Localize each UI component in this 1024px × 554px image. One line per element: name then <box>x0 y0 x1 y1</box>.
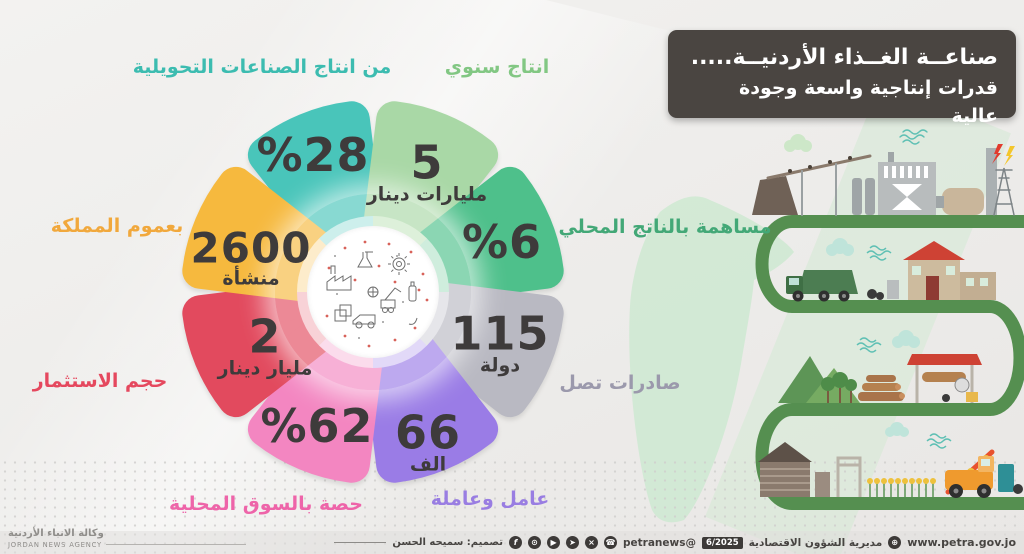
farm-scene <box>758 422 1023 498</box>
conveyor-belt <box>766 154 872 216</box>
truck-icon <box>786 270 858 302</box>
container <box>998 464 1014 492</box>
issue-badge: 6/2025 <box>701 536 743 549</box>
label-establishments: بعموم المملكة <box>50 215 184 237</box>
title-line2: قدرات إنتاجية واسعة وجودة عالية <box>739 76 998 128</box>
footer-divider-line <box>334 542 387 543</box>
map-shape <box>629 196 794 523</box>
gear-doodle <box>392 257 406 271</box>
industry-road-illustration <box>752 129 1024 510</box>
value-investment: 2 مليار دينار <box>217 309 313 380</box>
label-investment: حجم الاستثمار <box>32 370 168 392</box>
instagram-icon: ⊙ <box>528 536 542 549</box>
value-establishments: 2600 منشأة <box>190 223 312 290</box>
cloud-icon <box>885 422 909 437</box>
industry-doodles <box>325 240 429 348</box>
cloud-icon <box>826 238 854 256</box>
flask-doodle <box>357 251 373 268</box>
value-workers: 66 الف <box>394 405 462 476</box>
cloud-icon <box>892 330 920 348</box>
trash-bag <box>867 289 877 299</box>
social-handle: @petranews <box>623 536 696 549</box>
agency-name-ar: وكالة الانباء الأردنية <box>8 528 104 540</box>
label-gdp: مساهمة بالناتج المحلي <box>558 216 772 238</box>
department-name: مديرية الشؤون الاقتصادية <box>748 536 883 549</box>
x-icon: × <box>585 536 599 549</box>
website-url: www.petra.gov.jo <box>907 536 1016 549</box>
silo <box>865 178 875 215</box>
agency-line <box>106 544 247 546</box>
design-credit: تصميم: سميحه الحسن <box>392 537 504 548</box>
hook-doodle <box>408 317 418 325</box>
agency-watermark: وكالة الانباء الأردنية JORDAN NEWS AGENC… <box>8 528 247 549</box>
tank-pipe <box>936 196 944 208</box>
trash-bin <box>887 280 899 299</box>
value-annual-production: 5 مليارات دينار <box>366 135 488 206</box>
value-exports: 115 دولة <box>450 306 550 377</box>
crane-doodle <box>380 287 402 309</box>
label-manufacturing: من انتاج الصناعات التحويلية <box>132 56 392 78</box>
label-market-share: حصة بالسوق المحلية <box>169 493 363 515</box>
whatsapp-icon: ☎ <box>604 536 618 549</box>
gray-dots <box>334 255 404 339</box>
waves-icon <box>899 129 928 145</box>
value-manufacturing: %28 <box>256 128 370 182</box>
label-annual-production: انتاج سنوي <box>444 56 550 78</box>
log-pile <box>858 375 905 401</box>
truck-doodle <box>352 314 376 325</box>
smokestack <box>986 148 997 215</box>
trees <box>821 372 857 403</box>
barn-icon <box>758 442 830 497</box>
sunflower-row <box>867 478 936 497</box>
factory-building <box>878 152 936 215</box>
jordan-map-silhouette <box>629 196 794 523</box>
lumber-scene <box>778 330 982 403</box>
storage-tank <box>942 188 984 215</box>
footer-row: www.petra.gov.jo ⊕ مديرية الشؤون الاقتصا… <box>334 534 1016 551</box>
harvester-icon <box>945 449 995 498</box>
waves-icon <box>856 337 882 353</box>
waves-icon <box>866 245 892 261</box>
gate-structure <box>836 456 862 497</box>
title-line1: صناعــة الغــذاء الأردنيــة..... <box>690 45 998 70</box>
sack <box>1013 484 1023 494</box>
silo <box>852 178 862 215</box>
winding-road <box>755 215 1024 510</box>
waves-icon <box>926 433 952 449</box>
truck-house-scene <box>786 238 996 302</box>
cloud-icon <box>784 134 812 152</box>
house-icon <box>903 241 996 300</box>
power-tower-icon <box>993 167 1015 216</box>
title-banner: صناعــة الغــذاء الأردنيــة..... قدرات إ… <box>668 30 1016 127</box>
sawmill-shelter <box>907 354 982 403</box>
value-gdp: %6 <box>461 215 543 269</box>
ore-mound <box>752 176 798 215</box>
factory-doodle <box>326 275 352 291</box>
telegram-icon: ➤ <box>566 536 580 549</box>
center-doodle-circle <box>307 226 439 358</box>
agency-name-en: JORDAN NEWS AGENCY <box>8 541 247 549</box>
globe-icon: ⊕ <box>888 536 902 549</box>
label-workers: عامل وعاملة <box>430 488 550 510</box>
lightning-bolt-yellow <box>1004 146 1015 166</box>
value-market-share: %62 <box>260 399 374 453</box>
lightning-bolt-red <box>992 144 1003 164</box>
youtube-icon: ▶ <box>547 536 561 549</box>
facebook-icon: f <box>509 536 523 549</box>
factory-scene <box>752 129 1015 216</box>
bottle-doodle <box>408 285 417 302</box>
label-exports: صادرات تصل <box>559 372 681 394</box>
trash-bag <box>876 292 884 300</box>
red-dots <box>325 240 429 348</box>
